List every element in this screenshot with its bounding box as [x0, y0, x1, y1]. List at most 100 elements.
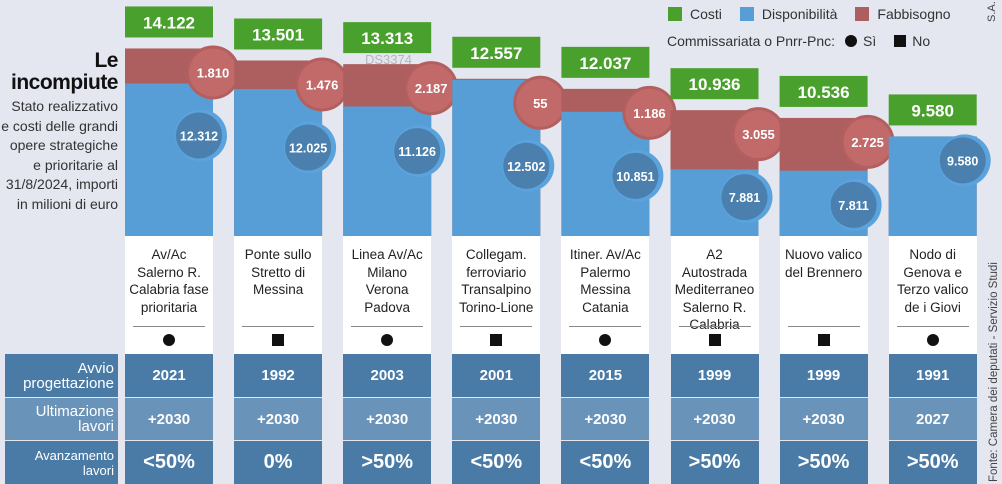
legend-swatch-disponibilita — [739, 7, 754, 21]
avvio-cell: 1992 — [234, 354, 323, 397]
fabbisogno-circle — [189, 48, 237, 97]
disponibilita-circle — [176, 112, 222, 159]
fabbisogno-circle — [843, 117, 892, 166]
disponibilita-circle — [830, 181, 877, 228]
fabbisogno-value: 1.476 — [306, 77, 339, 92]
costi-label-box — [234, 18, 323, 50]
legend-label-si: Sì — [863, 33, 877, 49]
costi-value: 13.313 — [361, 29, 413, 48]
project-name: Nodo di Genova e Terzo valico de i Giovi — [897, 247, 969, 315]
disponibilita-value: 7.811 — [838, 199, 869, 213]
ultimazione-cell: +2030 — [343, 398, 432, 440]
divider — [896, 326, 969, 327]
disponibilita-circle — [721, 174, 768, 221]
legend-fabbisogno: Fabbisogno — [855, 6, 951, 22]
fabbisogno-value: 55 — [533, 96, 547, 111]
ultimazione-cell: 2027 — [888, 398, 977, 440]
project-name: Nuovo valico del Brennero — [784, 247, 863, 280]
avvio-cell: 2015 — [561, 354, 650, 397]
legend: Costi Disponibilità Fabbisogno — [668, 6, 951, 22]
disponibilita-value: 10.851 — [616, 170, 654, 184]
row-header-avvio: Avvio progettazione — [5, 354, 118, 397]
disponibilita-circle — [503, 142, 550, 189]
chart-title: Le incompiute — [10, 49, 119, 94]
disponibilita-value: 12.502 — [507, 160, 545, 174]
circle-icon — [599, 334, 612, 346]
bar-chart: 14.122 1.810 12.312 13.501 1.476 12.025 13.313… — [125, 6, 991, 237]
project-name: Av/Ac Salerno R. Calabria fase prioritar… — [129, 247, 209, 315]
disponibilita-value: 12.025 — [289, 141, 327, 155]
credit: S.A. — [986, 1, 998, 22]
legend-swatch-costi — [668, 7, 682, 21]
project-label: Nuovo valico del Brennero — [779, 236, 868, 354]
divider — [242, 326, 315, 327]
costi-label-box — [125, 6, 213, 38]
project-label: Collegam. ferroviario Transalpino Torino… — [452, 236, 541, 354]
project-label: Itiner. Av/Ac Palermo Messina Catania — [561, 236, 650, 354]
square-icon — [817, 334, 830, 346]
watermark: DS3374 — [365, 52, 412, 67]
fabbisogno-circle — [298, 60, 347, 109]
costi-label-box — [452, 36, 541, 68]
avanzamento-cell: <50% — [125, 441, 213, 484]
ultimazione-cell: +2030 — [670, 398, 759, 440]
costi-value: 12.557 — [470, 44, 522, 63]
row-header-avanzamento: Avanzamento lavori — [5, 441, 118, 484]
project-name: A2 Autostrada Mediterraneo Salerno R. Ca… — [674, 247, 755, 332]
disponibilita-circle — [394, 128, 441, 175]
ultimazione-cell: +2030 — [452, 398, 541, 440]
legend-costi: Costi — [668, 6, 722, 22]
costi-label-box — [561, 46, 650, 78]
fabbisogno-circle — [407, 64, 456, 113]
avanzamento-cell: <50% — [561, 441, 650, 484]
square-icon — [490, 334, 503, 346]
legend-label: Fabbisogno — [877, 6, 951, 22]
fabbisogno-value: 1.810 — [197, 65, 230, 80]
avvio-cell: 2001 — [452, 354, 541, 397]
ultimazione-cell: +2030 — [779, 398, 868, 440]
row-header-ultimazione: Ultimazione lavori — [5, 398, 118, 440]
divider — [351, 326, 424, 327]
project-label: Ponte sullo Stretto di Messina — [234, 236, 323, 354]
fabbisogno-circle — [734, 110, 783, 159]
ultimazione-cell: +2030 — [234, 398, 323, 440]
disponibilita-value: 7.881 — [729, 191, 760, 205]
divider — [460, 326, 533, 327]
avvio-cell: 1999 — [670, 354, 759, 397]
costi-value: 10.936 — [689, 75, 741, 94]
disponibilita-value: 11.126 — [398, 145, 436, 159]
project-label: Linea Av/Ac Milano Verona Padova — [343, 236, 432, 354]
costi-value: 9.580 — [911, 101, 954, 120]
fabbisogno-value: 2.187 — [415, 81, 448, 96]
divider — [678, 326, 751, 327]
divider — [569, 326, 642, 327]
fabbisogno-value: 2.725 — [851, 135, 884, 150]
legend-label: Disponibilità — [761, 6, 838, 22]
project-name: Ponte sullo Stretto di Messina — [244, 247, 312, 297]
costi-label-box — [888, 94, 977, 126]
disponibilita-circle — [285, 124, 332, 171]
legend-swatch-fabbisogno — [855, 7, 870, 21]
divider — [133, 326, 205, 327]
legend-label: Costi — [690, 6, 722, 22]
circle-icon — [163, 334, 175, 346]
project-name: Linea Av/Ac Milano Verona Padova — [351, 247, 423, 315]
square-icon — [272, 334, 285, 346]
fabbisogno-value: 1.186 — [633, 106, 666, 121]
project-name: Itiner. Av/Ac Palermo Messina Catania — [569, 247, 641, 315]
legend-label-no: No — [912, 33, 931, 49]
fabbisogno-value: 3.055 — [742, 127, 775, 142]
avanzamento-cell: <50% — [452, 441, 541, 484]
avvio-cell: 1991 — [888, 354, 977, 397]
divider — [787, 326, 860, 327]
disponibilita-circle — [612, 152, 659, 199]
legend-commissariata: Commissariata o Pnrr-Pnc: Sì No — [667, 33, 930, 49]
disponibilita-circle — [939, 137, 986, 184]
costi-value: 10.536 — [798, 83, 850, 102]
avvio-cell: 2021 — [125, 354, 213, 397]
project-label: A2 Autostrada Mediterraneo Salerno R. Ca… — [670, 236, 759, 354]
project-label: Nodo di Genova e Terzo valico de i Giovi — [888, 236, 977, 354]
avanzamento-cell: >50% — [888, 441, 977, 484]
costi-value: 12.037 — [579, 54, 631, 73]
costi-label-box — [670, 68, 759, 100]
